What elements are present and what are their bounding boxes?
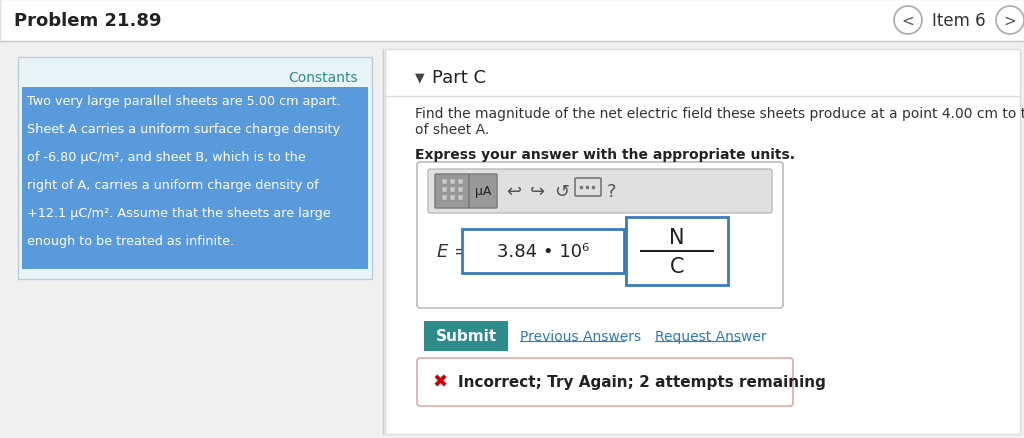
FancyBboxPatch shape bbox=[442, 180, 447, 184]
Text: Problem 21.89: Problem 21.89 bbox=[14, 12, 162, 30]
FancyBboxPatch shape bbox=[442, 187, 447, 193]
Text: 3.84 • 10⁶: 3.84 • 10⁶ bbox=[497, 243, 589, 261]
FancyBboxPatch shape bbox=[458, 195, 463, 201]
Text: Request Answer: Request Answer bbox=[655, 329, 767, 343]
Text: Express your answer with the appropriate units.: Express your answer with the appropriate… bbox=[415, 148, 795, 162]
Text: ↺: ↺ bbox=[554, 183, 569, 201]
FancyBboxPatch shape bbox=[417, 162, 783, 308]
Text: μA: μA bbox=[475, 185, 492, 198]
Circle shape bbox=[894, 7, 922, 35]
FancyBboxPatch shape bbox=[0, 0, 1024, 42]
Text: >: > bbox=[1004, 14, 1017, 28]
FancyBboxPatch shape bbox=[458, 180, 463, 184]
FancyBboxPatch shape bbox=[22, 88, 368, 269]
FancyBboxPatch shape bbox=[469, 175, 497, 208]
Text: Two very large parallel sheets are 5.00 cm apart.: Two very large parallel sheets are 5.00 … bbox=[27, 95, 341, 108]
FancyBboxPatch shape bbox=[462, 230, 624, 273]
Text: ↩: ↩ bbox=[507, 183, 521, 201]
FancyBboxPatch shape bbox=[385, 50, 1020, 434]
FancyBboxPatch shape bbox=[626, 218, 728, 285]
FancyBboxPatch shape bbox=[450, 187, 455, 193]
Text: Constants: Constants bbox=[289, 71, 358, 85]
Text: Incorrect; Try Again; 2 attempts remaining: Incorrect; Try Again; 2 attempts remaini… bbox=[458, 374, 826, 390]
FancyBboxPatch shape bbox=[450, 195, 455, 201]
Text: E =: E = bbox=[437, 243, 469, 261]
Text: of sheet A.: of sheet A. bbox=[415, 123, 489, 137]
FancyBboxPatch shape bbox=[442, 195, 447, 201]
Text: Previous Answers: Previous Answers bbox=[520, 329, 641, 343]
Text: +12.1 μC/m². Assume that the sheets are large: +12.1 μC/m². Assume that the sheets are … bbox=[27, 207, 331, 220]
FancyBboxPatch shape bbox=[435, 175, 469, 208]
Text: ✖: ✖ bbox=[432, 373, 447, 391]
Text: Submit: Submit bbox=[435, 329, 497, 344]
Text: <: < bbox=[901, 14, 914, 28]
Text: ↪: ↪ bbox=[530, 183, 546, 201]
Text: Item 6: Item 6 bbox=[932, 12, 986, 30]
Text: ▼: ▼ bbox=[415, 71, 425, 84]
Text: of -6.80 μC/m², and sheet B, which is to the: of -6.80 μC/m², and sheet B, which is to… bbox=[27, 151, 306, 164]
Text: ?: ? bbox=[607, 183, 616, 201]
Text: C: C bbox=[670, 256, 684, 276]
Text: right of A, carries a uniform charge density of: right of A, carries a uniform charge den… bbox=[27, 179, 318, 192]
FancyBboxPatch shape bbox=[458, 187, 463, 193]
FancyBboxPatch shape bbox=[18, 58, 372, 279]
Text: Sheet A carries a uniform surface charge density: Sheet A carries a uniform surface charge… bbox=[27, 123, 340, 136]
FancyBboxPatch shape bbox=[424, 321, 508, 351]
Text: enough to be treated as infinite.: enough to be treated as infinite. bbox=[27, 235, 234, 248]
Text: N: N bbox=[670, 227, 685, 247]
FancyBboxPatch shape bbox=[450, 180, 455, 184]
Text: Find the magnitude of the net electric field these sheets produce at a point 4.0: Find the magnitude of the net electric f… bbox=[415, 107, 1024, 121]
Circle shape bbox=[996, 7, 1024, 35]
Text: Part C: Part C bbox=[432, 69, 486, 87]
FancyBboxPatch shape bbox=[428, 170, 772, 213]
FancyBboxPatch shape bbox=[417, 358, 793, 406]
